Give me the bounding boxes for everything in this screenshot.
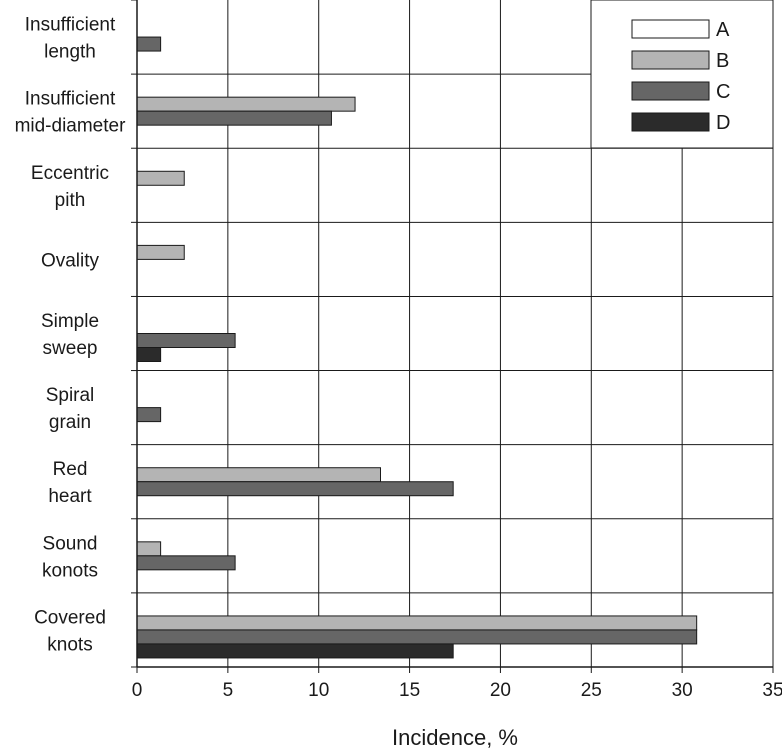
category-label: knots [47,634,92,655]
legend-swatch-a [631,19,710,39]
bar-c-7 [136,555,236,571]
legend-label-a: A [716,19,730,41]
category-label: sweep [43,338,98,359]
bar-b-8 [136,615,698,631]
bar-b-2 [136,170,185,186]
axes [131,0,774,673]
x-tick-label: 35 [762,680,782,701]
x-axis-title: Incidence, % [392,725,518,750]
category-label: mid-diameter [15,116,127,137]
x-tick-label: 15 [399,680,420,701]
category-labels: Insufficient length Insufficient mid-diamet… [15,15,127,656]
category-label: grain [49,412,91,433]
bar-c-4 [136,333,236,348]
category-label: Red [53,459,88,480]
category-label: heart [48,486,92,507]
legend-label-c: C [716,81,730,103]
category-label: Insufficient [25,89,116,110]
bar-c-5 [136,407,162,423]
category-label: Insufficient [25,15,116,36]
bar-d-8 [136,643,454,659]
bar-c-1 [136,110,332,126]
category-label: Eccentric [31,163,109,184]
legend-swatch-b [631,50,710,70]
bar-c-0 [136,36,162,52]
x-tick-label: 0 [132,680,143,701]
legend-label-d: D [716,112,730,134]
bar-c-6 [136,481,454,497]
bar-c-8 [136,629,698,645]
x-tick-labels: 0 5 10 15 20 25 30 35 [132,680,782,701]
x-tick-label: 10 [308,680,329,701]
category-label: Ovality [41,250,100,271]
bar-b-3 [136,244,185,260]
category-label: Covered [34,607,106,628]
bar-b-1 [136,96,356,112]
category-label: Sound [43,533,98,554]
category-label: length [44,42,96,63]
bar-b-6 [136,467,381,483]
category-label: pith [55,190,86,211]
x-tick-label: 30 [672,680,693,701]
x-tick-label: 25 [581,680,602,701]
bar-d-4 [136,347,162,362]
category-label: konots [42,560,98,581]
legend-swatch-d [631,112,710,132]
x-tick-label: 5 [223,680,234,701]
legend-swatch-c [631,81,710,101]
x-tick-label: 20 [490,680,511,701]
category-label: Simple [41,311,99,332]
legend-label-b: B [716,50,729,72]
bar-b-7 [136,541,162,557]
category-label: Spiral [46,385,95,406]
